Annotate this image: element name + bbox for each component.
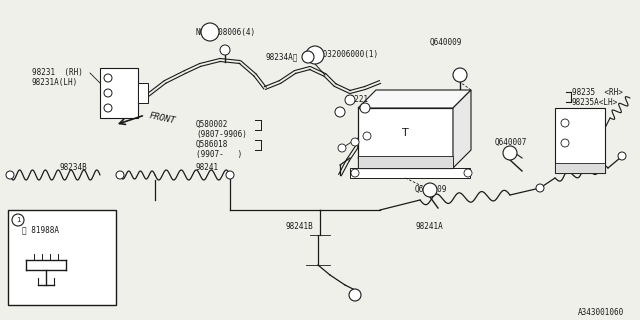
- Circle shape: [226, 171, 234, 179]
- Text: (9907-   ): (9907- ): [196, 150, 243, 159]
- Text: 98231A(LH): 98231A(LH): [32, 78, 78, 87]
- Text: 1: 1: [16, 217, 20, 223]
- Bar: [8, 210, 116, 305]
- Circle shape: [12, 214, 24, 226]
- Text: ①: ①: [314, 54, 318, 60]
- Text: (9807-9906): (9807-9906): [196, 130, 247, 139]
- Text: W032006000(1): W032006000(1): [318, 50, 378, 59]
- Circle shape: [104, 74, 112, 82]
- Circle shape: [561, 119, 569, 127]
- Text: 98221: 98221: [345, 95, 368, 104]
- Circle shape: [349, 289, 361, 301]
- Text: Q640007: Q640007: [495, 138, 527, 147]
- Text: ① 81988A: ① 81988A: [22, 225, 59, 234]
- Bar: [350, 168, 470, 178]
- Circle shape: [351, 169, 359, 177]
- Circle shape: [536, 184, 544, 192]
- Text: Q580002: Q580002: [196, 120, 228, 129]
- Text: 98241B: 98241B: [285, 222, 313, 231]
- Circle shape: [360, 103, 370, 113]
- Text: 98241A: 98241A: [415, 222, 443, 231]
- Text: N: N: [208, 29, 212, 35]
- Bar: [555, 108, 605, 173]
- Text: FRONT: FRONT: [148, 111, 176, 125]
- Bar: [358, 108, 453, 168]
- Text: 98231  (RH): 98231 (RH): [32, 68, 83, 77]
- Circle shape: [338, 144, 346, 152]
- Bar: [555, 163, 605, 173]
- Text: N023808006(4): N023808006(4): [195, 28, 255, 37]
- Circle shape: [104, 104, 112, 112]
- Bar: [138, 83, 148, 103]
- Text: Q640009: Q640009: [415, 185, 447, 194]
- Circle shape: [6, 171, 14, 179]
- Circle shape: [345, 95, 355, 105]
- Circle shape: [302, 51, 314, 63]
- Text: Q586018: Q586018: [196, 140, 228, 149]
- Bar: [100, 68, 138, 118]
- Circle shape: [335, 107, 345, 117]
- Text: 98241: 98241: [196, 163, 219, 172]
- Text: W: W: [313, 52, 317, 58]
- Text: 98235A<LH>: 98235A<LH>: [572, 98, 618, 107]
- Polygon shape: [453, 90, 471, 168]
- Circle shape: [561, 139, 569, 147]
- Circle shape: [503, 146, 517, 160]
- Circle shape: [220, 45, 230, 55]
- Circle shape: [464, 169, 472, 177]
- Circle shape: [351, 138, 359, 146]
- Circle shape: [363, 132, 371, 140]
- Text: 98234A①: 98234A①: [265, 52, 298, 61]
- Text: T: T: [402, 128, 409, 138]
- Polygon shape: [358, 90, 471, 108]
- Circle shape: [306, 46, 324, 64]
- Text: Q640009: Q640009: [430, 38, 462, 47]
- Circle shape: [201, 23, 219, 41]
- Circle shape: [618, 152, 626, 160]
- Circle shape: [104, 89, 112, 97]
- Circle shape: [116, 171, 124, 179]
- Circle shape: [423, 183, 437, 197]
- Text: A343001060: A343001060: [578, 308, 624, 317]
- Bar: [358, 156, 453, 168]
- Text: 98234B: 98234B: [60, 163, 88, 172]
- Text: 98235  <RH>: 98235 <RH>: [572, 88, 623, 97]
- Circle shape: [453, 68, 467, 82]
